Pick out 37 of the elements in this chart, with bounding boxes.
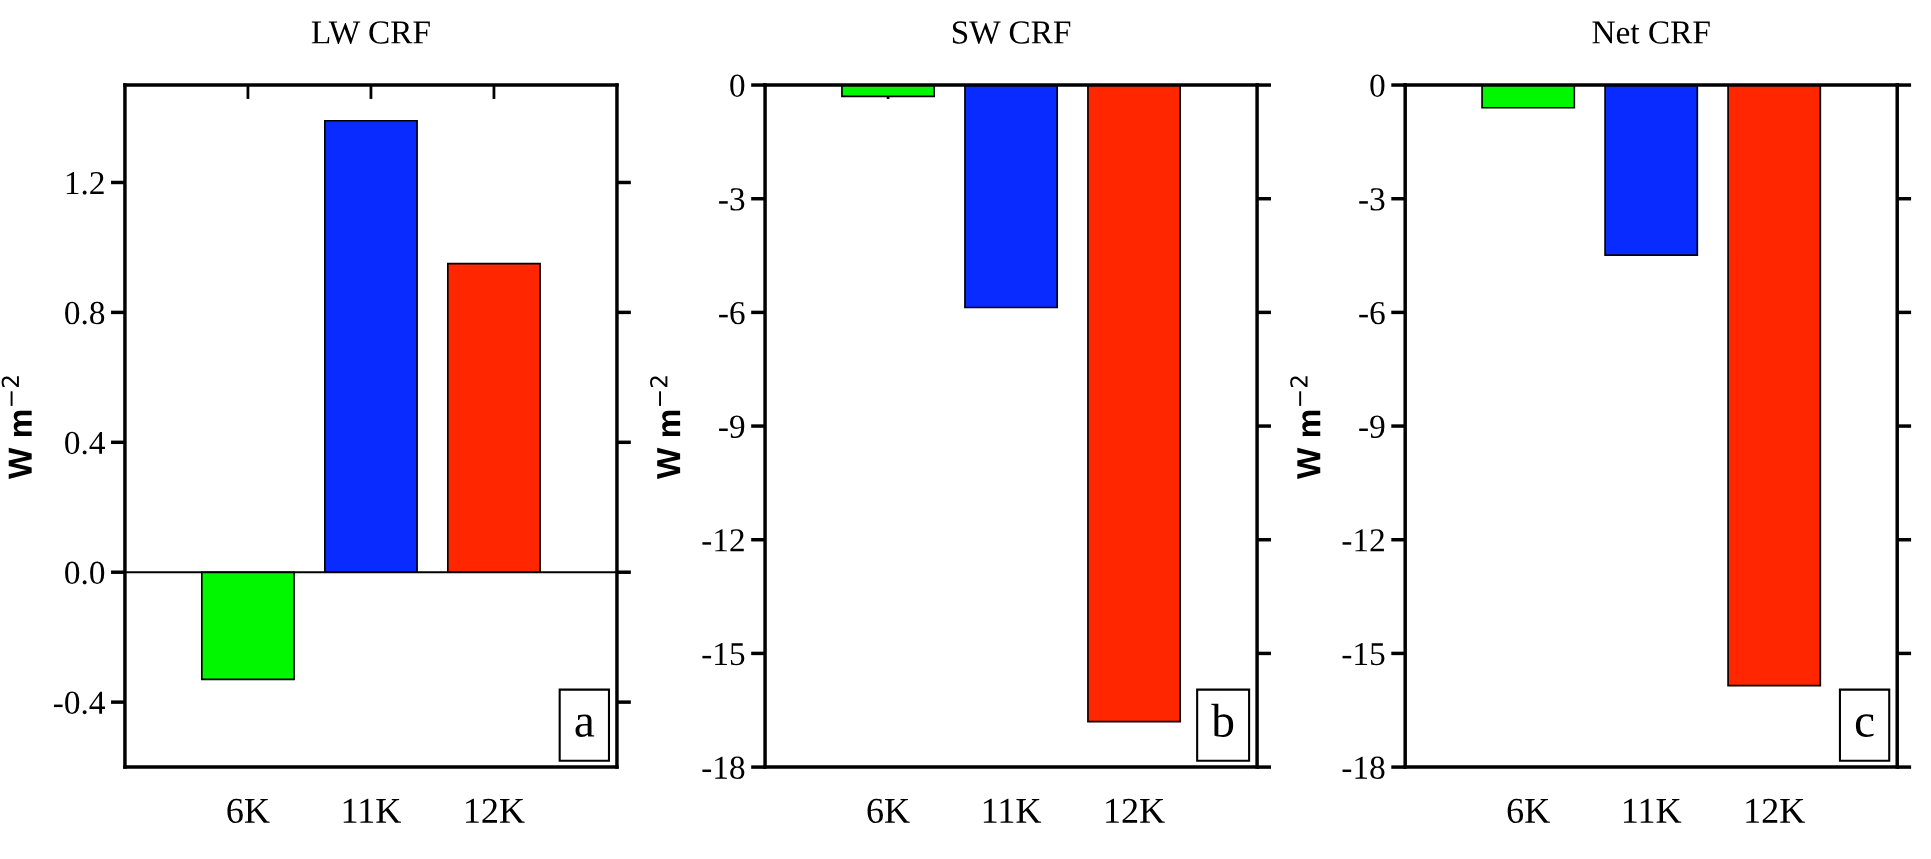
x-tick-label: 11K (1623, 798, 1682, 823)
y-axis-title: W m$^{−2}$ (1, 376, 32, 480)
y-tick-label: -6 (1359, 301, 1385, 325)
x-tick-label: 11K (983, 798, 1042, 823)
y-axis-title: W m$^{−2}$ (1290, 376, 1321, 480)
chart-title: SW CRF (952, 21, 1071, 44)
x-tick-label: 12K (1106, 798, 1165, 823)
y-tick-label: -18 (1342, 756, 1385, 779)
chart-title: Net CRF (1592, 21, 1710, 44)
annotation: c (1855, 714, 1874, 738)
y-tick-label: -12 (1342, 529, 1384, 552)
y-tick-label: -15 (1342, 642, 1385, 666)
x-tick-label: 11K (343, 798, 401, 823)
y-tick-label: 0 (1370, 74, 1385, 97)
annotation: b (1211, 703, 1234, 738)
y-tick-label: -3 (1359, 188, 1385, 211)
y-tick-label: -0.4 (53, 691, 105, 715)
x-tick-label: 12K (466, 798, 525, 823)
y-tick-label: -3 (719, 188, 745, 211)
x-tick-label: 6K (867, 798, 910, 824)
chart-title: LW CRF (311, 21, 430, 44)
x-tick-label: 12K (1746, 798, 1805, 823)
y-axis-title: W m$^{−2}$ (650, 376, 681, 480)
y-tick-label: -9 (1359, 415, 1385, 438)
y-tick-label: 0 (730, 74, 745, 97)
y-tick-label: 0.0 (65, 561, 105, 585)
y-tick-label: -9 (719, 415, 745, 438)
y-tick-label: 0.4 (65, 431, 105, 455)
y-tick-label: 1.2 (66, 171, 104, 195)
x-tick-label: 6K (1507, 798, 1550, 824)
y-tick-label: -15 (702, 642, 745, 666)
y-tick-label: -18 (702, 756, 745, 779)
annotation: a (575, 714, 595, 738)
y-tick-label: -6 (719, 301, 745, 325)
y-tick-label: 0.8 (65, 301, 105, 325)
x-tick-label: 6K (227, 798, 270, 824)
y-tick-label: -12 (702, 529, 744, 552)
